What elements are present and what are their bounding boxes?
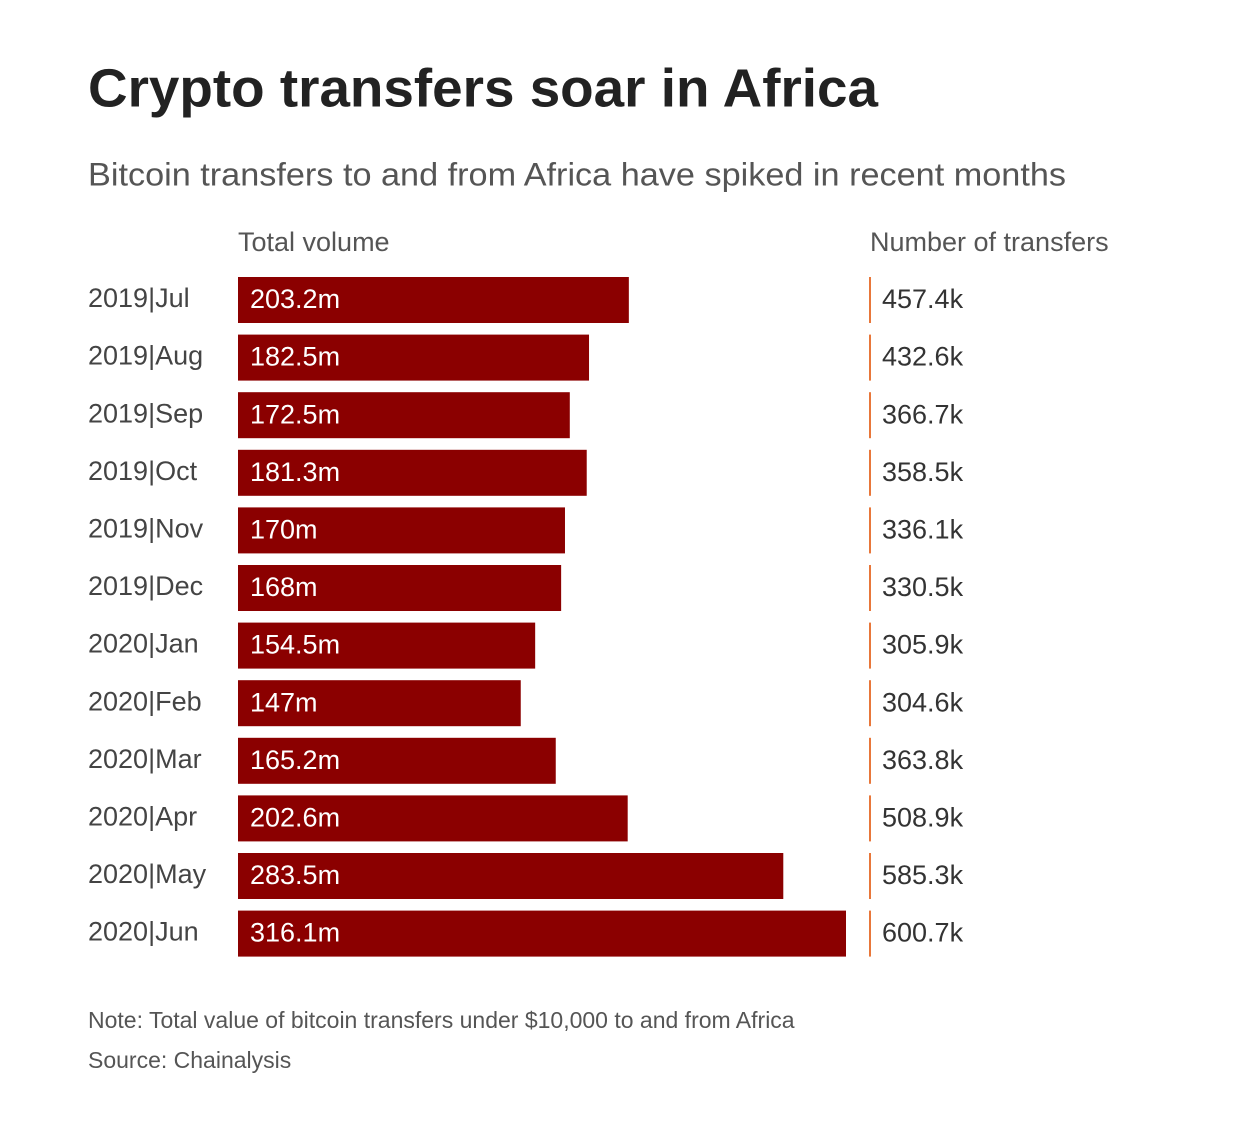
bar [238, 853, 784, 899]
category-label: 2020|Mar [88, 744, 202, 774]
transfer-count: 305.9k [882, 630, 964, 660]
bar-label: 181.3m [250, 457, 340, 487]
bar-label: 182.5m [250, 342, 340, 372]
transfer-count: 432.6k [882, 342, 964, 372]
bar-label: 283.5m [250, 860, 340, 890]
bar-label: 203.2m [250, 284, 340, 314]
chart-title: Crypto transfers soar in Africa [88, 58, 879, 118]
category-label: 2020|Jan [88, 629, 199, 659]
bar-label: 168m [250, 572, 318, 602]
transfer-count: 508.9k [882, 803, 964, 833]
transfer-count: 585.3k [882, 860, 964, 890]
bar-label: 172.5m [250, 399, 340, 429]
transfer-count: 330.5k [882, 572, 964, 602]
column-header: Number of transfers [870, 227, 1109, 257]
transfer-count: 358.5k [882, 457, 964, 487]
bar-label: 202.6m [250, 803, 340, 833]
transfer-count: 304.6k [882, 687, 964, 717]
category-label: 2019|Dec [88, 571, 203, 601]
category-label: 2020|May [88, 859, 207, 889]
bar [238, 737, 556, 784]
bar [238, 910, 846, 957]
chart-subtitle: Bitcoin transfers to and from Africa hav… [88, 156, 1066, 192]
category-label: 2019|Jul [88, 283, 190, 313]
transfer-count: 600.7k [882, 918, 964, 948]
category-label: 2020|Feb [88, 686, 202, 716]
bar [238, 334, 590, 381]
transfer-count: 366.7k [882, 399, 964, 429]
column-header: Total volume [238, 227, 390, 257]
bar-label: 316.1m [250, 918, 340, 948]
bar-label: 170m [250, 515, 318, 545]
note: Note: Total value of bitcoin transfers u… [88, 1007, 795, 1033]
transfer-count: 363.8k [882, 745, 964, 775]
category-label: 2019|Oct [88, 456, 198, 486]
bar [238, 680, 521, 727]
bar [238, 392, 570, 439]
category-label: 2019|Nov [88, 514, 204, 544]
bar-label: 165.2m [250, 745, 340, 775]
bar-label: 154.5m [250, 630, 340, 660]
bar [238, 449, 587, 496]
category-label: 2020|Jun [88, 917, 199, 947]
bar-label: 147m [250, 687, 318, 717]
bar [238, 507, 565, 554]
transfer-count: 457.4k [882, 284, 964, 314]
category-label: 2019|Aug [88, 341, 203, 371]
bar [238, 565, 562, 611]
category-label: 2020|Apr [88, 802, 197, 832]
bar [238, 277, 629, 323]
transfer-count: 336.1k [882, 515, 964, 545]
bar [238, 795, 628, 842]
source: Source: Chainalysis [88, 1047, 291, 1073]
category-label: 2019|Sep [88, 398, 203, 428]
bar [238, 622, 536, 669]
